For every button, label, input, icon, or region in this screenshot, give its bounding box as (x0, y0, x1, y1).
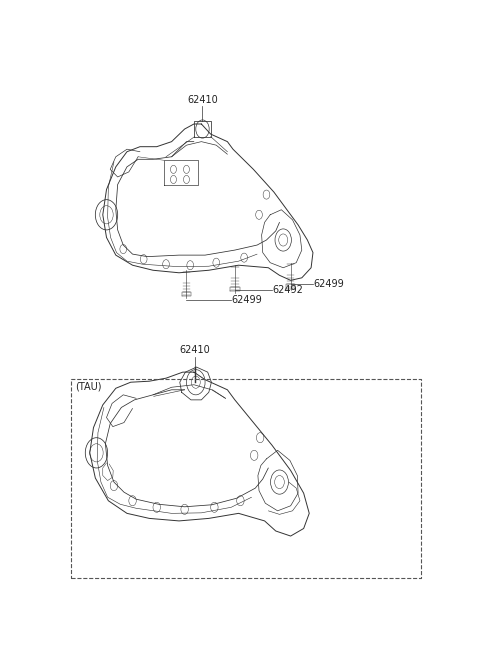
Text: 62499: 62499 (232, 295, 263, 305)
Text: (TAU): (TAU) (75, 381, 101, 391)
Text: 62499: 62499 (314, 279, 345, 289)
Text: 62410: 62410 (187, 95, 218, 105)
Text: 62410: 62410 (180, 345, 210, 356)
Text: 62492: 62492 (273, 286, 304, 295)
